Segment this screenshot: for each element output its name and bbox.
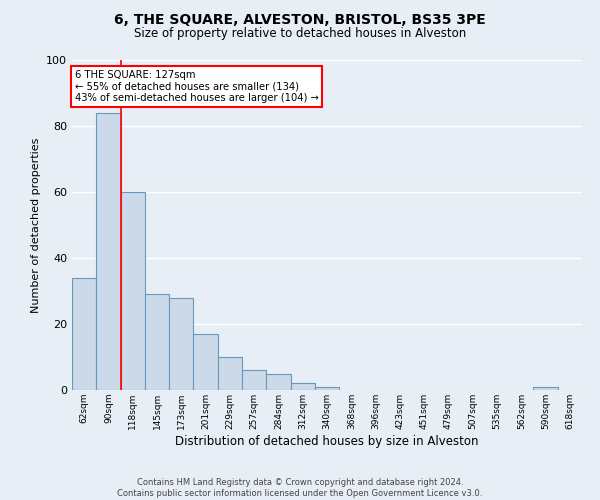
Bar <box>72 278 96 390</box>
Text: 6, THE SQUARE, ALVESTON, BRISTOL, BS35 3PE: 6, THE SQUARE, ALVESTON, BRISTOL, BS35 3… <box>114 12 486 26</box>
Bar <box>315 386 339 390</box>
Text: Size of property relative to detached houses in Alveston: Size of property relative to detached ho… <box>134 28 466 40</box>
Text: 6 THE SQUARE: 127sqm
← 55% of detached houses are smaller (134)
43% of semi-deta: 6 THE SQUARE: 127sqm ← 55% of detached h… <box>74 70 319 103</box>
Bar <box>533 386 558 390</box>
Bar <box>121 192 145 390</box>
Bar <box>218 357 242 390</box>
Bar <box>266 374 290 390</box>
Bar <box>242 370 266 390</box>
Bar <box>290 384 315 390</box>
X-axis label: Distribution of detached houses by size in Alveston: Distribution of detached houses by size … <box>175 434 479 448</box>
Bar <box>145 294 169 390</box>
Y-axis label: Number of detached properties: Number of detached properties <box>31 138 41 312</box>
Bar <box>193 334 218 390</box>
Text: Contains HM Land Registry data © Crown copyright and database right 2024.
Contai: Contains HM Land Registry data © Crown c… <box>118 478 482 498</box>
Bar <box>169 298 193 390</box>
Bar <box>96 113 121 390</box>
